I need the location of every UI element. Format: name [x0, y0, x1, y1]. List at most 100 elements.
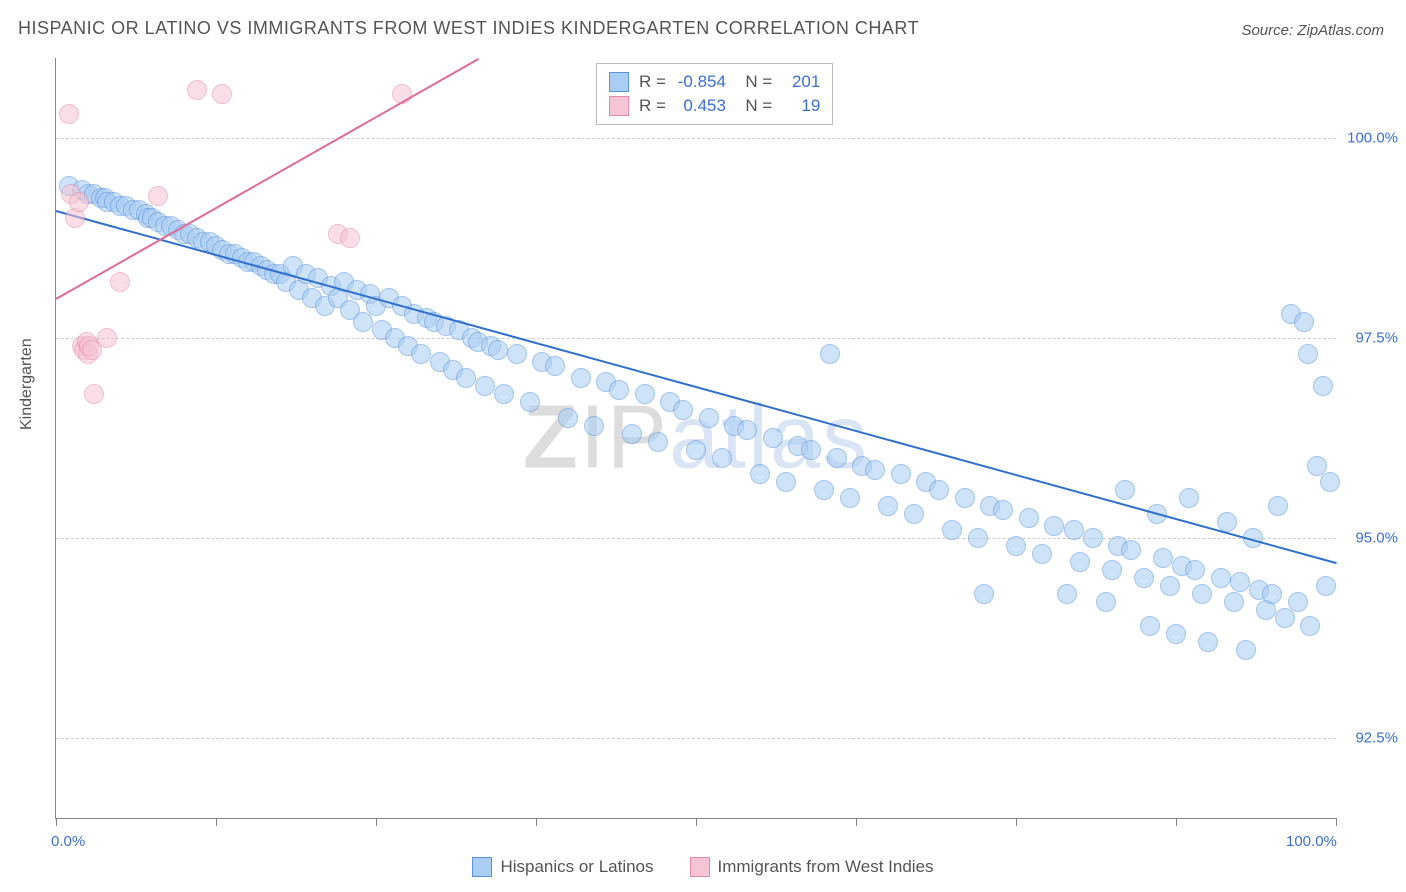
- data-point: [878, 496, 898, 516]
- data-point: [212, 84, 232, 104]
- data-point: [801, 440, 821, 460]
- stat-n-value: 201: [782, 72, 820, 92]
- data-point: [1160, 576, 1180, 596]
- data-point: [712, 448, 732, 468]
- data-point: [1316, 576, 1336, 596]
- data-point: [456, 368, 476, 388]
- data-point: [1275, 608, 1295, 628]
- data-point: [955, 488, 975, 508]
- data-point: [648, 432, 668, 452]
- data-point: [545, 356, 565, 376]
- data-point: [891, 464, 911, 484]
- data-point: [411, 344, 431, 364]
- legend-item: Hispanics or Latinos: [472, 857, 653, 877]
- data-point: [1192, 584, 1212, 604]
- data-point: [187, 80, 207, 100]
- trend-line: [56, 210, 1337, 564]
- x-tick: [216, 818, 217, 826]
- series-swatch: [609, 72, 629, 92]
- data-point: [865, 460, 885, 480]
- data-point: [1006, 536, 1026, 556]
- y-tick-label: 97.5%: [1355, 330, 1398, 347]
- y-tick-label: 100.0%: [1347, 130, 1398, 147]
- data-point: [1262, 584, 1282, 604]
- data-point: [520, 392, 540, 412]
- data-point: [929, 480, 949, 500]
- data-point: [622, 424, 642, 444]
- x-axis-label: 100.0%: [1286, 833, 1337, 850]
- x-axis-label: 0.0%: [51, 833, 85, 850]
- stat-r-value: -0.854: [676, 72, 726, 92]
- data-point: [353, 312, 373, 332]
- data-point: [1140, 616, 1160, 636]
- data-point: [699, 408, 719, 428]
- data-point: [558, 408, 578, 428]
- x-tick: [376, 818, 377, 826]
- data-point: [1134, 568, 1154, 588]
- data-point: [820, 344, 840, 364]
- gridline: [56, 738, 1336, 739]
- scatter-chart: ZIPatlas R =-0.854 N =201R =0.453 N =19 …: [55, 58, 1336, 819]
- stats-legend-box: R =-0.854 N =201R =0.453 N =19: [596, 63, 833, 125]
- data-point: [148, 186, 168, 206]
- stats-row: R =-0.854 N =201: [609, 70, 820, 94]
- legend-label: Hispanics or Latinos: [500, 857, 653, 877]
- y-tick-label: 92.5%: [1355, 730, 1398, 747]
- legend-swatch: [690, 857, 710, 877]
- stat-n-label: N =: [736, 96, 772, 116]
- x-tick: [536, 818, 537, 826]
- data-point: [507, 344, 527, 364]
- data-point: [1268, 496, 1288, 516]
- gridline: [56, 338, 1336, 339]
- data-point: [942, 520, 962, 540]
- data-point: [494, 384, 514, 404]
- data-point: [776, 472, 796, 492]
- data-point: [340, 228, 360, 248]
- data-point: [1019, 508, 1039, 528]
- data-point: [763, 428, 783, 448]
- source-attribution: Source: ZipAtlas.com: [1241, 22, 1384, 39]
- stats-row: R =0.453 N =19: [609, 94, 820, 118]
- x-tick: [696, 818, 697, 826]
- data-point: [1300, 616, 1320, 636]
- data-point: [1121, 540, 1141, 560]
- stat-r-value: 0.453: [676, 96, 726, 116]
- data-point: [97, 328, 117, 348]
- data-point: [1198, 632, 1218, 652]
- data-point: [1166, 624, 1186, 644]
- gridline: [56, 538, 1336, 539]
- data-point: [1320, 472, 1340, 492]
- data-point: [1115, 480, 1135, 500]
- data-point: [609, 380, 629, 400]
- data-point: [737, 420, 757, 440]
- data-point: [750, 464, 770, 484]
- data-point: [1044, 516, 1064, 536]
- data-point: [1064, 520, 1084, 540]
- data-point: [84, 384, 104, 404]
- y-tick-label: 95.0%: [1355, 530, 1398, 547]
- data-point: [1179, 488, 1199, 508]
- data-point: [475, 376, 495, 396]
- data-point: [1070, 552, 1090, 572]
- stat-n-value: 19: [782, 96, 820, 116]
- data-point: [1211, 568, 1231, 588]
- data-point: [904, 504, 924, 524]
- x-tick: [1016, 818, 1017, 826]
- data-point: [968, 528, 988, 548]
- legend-item: Immigrants from West Indies: [690, 857, 934, 877]
- data-point: [571, 368, 591, 388]
- data-point: [1096, 592, 1116, 612]
- watermark: ZIPatlas: [523, 387, 869, 490]
- data-point: [1185, 560, 1205, 580]
- data-point: [1230, 572, 1250, 592]
- data-point: [1236, 640, 1256, 660]
- x-tick: [56, 818, 57, 826]
- stat-n-label: N =: [736, 72, 772, 92]
- data-point: [814, 480, 834, 500]
- data-point: [1057, 584, 1077, 604]
- data-point: [635, 384, 655, 404]
- data-point: [840, 488, 860, 508]
- gridline: [56, 138, 1336, 139]
- legend-label: Immigrants from West Indies: [718, 857, 934, 877]
- x-tick: [856, 818, 857, 826]
